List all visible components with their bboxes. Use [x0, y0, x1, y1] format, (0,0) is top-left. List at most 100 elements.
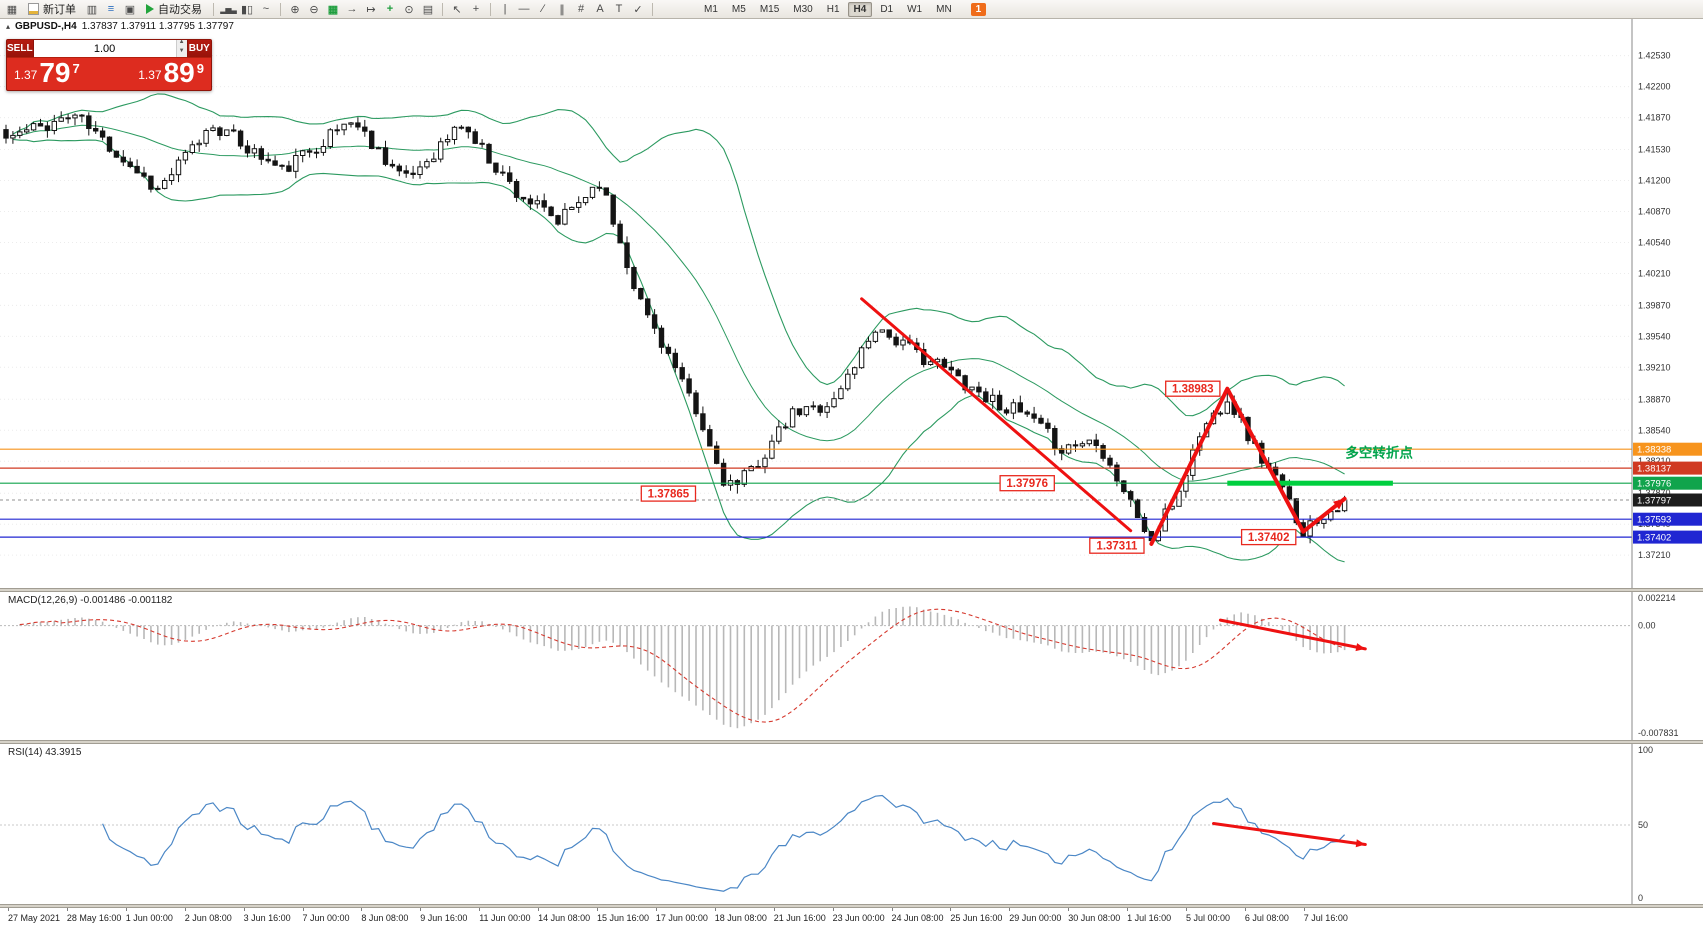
zoom-out-icon[interactable]: ⊖: [309, 3, 319, 16]
annotation-text[interactable]: 多空转折点: [1345, 444, 1413, 460]
sell-button[interactable]: SELL: [7, 40, 33, 57]
new-chart-icon[interactable]: ▦: [6, 3, 18, 16]
green-highlight-bar[interactable]: [1227, 480, 1393, 486]
bar-chart-type-icon[interactable]: ▂▅▃: [220, 4, 236, 14]
time-axis[interactable]: 27 May 2021 28 May 16:00 1 Jun 00:00 2 Jun …: [0, 908, 1703, 939]
new-order-button[interactable]: 新订单: [22, 1, 82, 17]
fibonacci-icon[interactable]: #: [577, 3, 585, 15]
svg-text:1.40870: 1.40870: [1638, 206, 1671, 216]
time-label: 15 Jun 16:00: [597, 913, 650, 923]
timeframe-H4[interactable]: H4: [847, 1, 873, 17]
cursor-icon[interactable]: ↖: [452, 3, 462, 16]
macd-signal-line: [19, 608, 1345, 723]
one-click-header: SELL ▲ ▼ BUY: [7, 39, 211, 58]
candlestick-type-icon[interactable]: ▮▯: [240, 3, 254, 16]
auto-trading-button[interactable]: 自动交易: [140, 1, 208, 17]
collapse-one-click-icon[interactable]: ▴: [6, 22, 11, 31]
templates-icon[interactable]: ▤: [422, 3, 434, 16]
svg-text:1.37976: 1.37976: [1006, 478, 1048, 490]
macd-header-label: MACD(12,26,9) -0.001486 -0.001182: [8, 595, 173, 606]
navigator-icon[interactable]: ▣: [124, 3, 136, 16]
volume-down-button[interactable]: ▼: [176, 48, 187, 57]
vertical-line-icon[interactable]: |: [503, 3, 507, 15]
time-label: 14 Jun 08:00: [538, 913, 591, 923]
timeframe-D1[interactable]: D1: [880, 3, 894, 15]
timeframe-M5[interactable]: M5: [731, 3, 746, 15]
price-tag-labels[interactable]: 1.37865 1.37976 1.38983 1.37311 1.37402: [640, 380, 1297, 554]
macd-arrow[interactable]: [1218, 618, 1367, 652]
svg-text:1.40210: 1.40210: [1638, 268, 1671, 278]
time-label: 7 Jul 16:00: [1303, 913, 1348, 923]
chart-symbol-header: ▴ GBPUSD-,H4 1.37837 1.37911 1.37795 1.3…: [6, 21, 234, 32]
buy-button[interactable]: BUY: [187, 40, 211, 57]
volume-up-button[interactable]: ▲: [176, 39, 187, 49]
svg-text:1.37402: 1.37402: [1248, 532, 1290, 544]
time-tick: [1186, 908, 1187, 911]
channel-icon[interactable]: ∥: [559, 3, 565, 16]
sell-price[interactable]: 1.37 79 7: [14, 59, 80, 87]
tile-windows-icon[interactable]: ▦: [327, 3, 339, 16]
time-tick: [184, 908, 186, 911]
rsi-arrow[interactable]: [1212, 822, 1367, 848]
new-order-label: 新订单: [43, 4, 76, 16]
line-chart-type-icon[interactable]: ~: [262, 3, 270, 15]
time-label: 24 Jun 08:00: [891, 913, 944, 923]
label-tool-icon[interactable]: T: [615, 3, 623, 15]
toolbar-separator: [652, 2, 653, 16]
market-watch-icon[interactable]: ≡: [107, 3, 115, 15]
timeframe-MN[interactable]: MN: [936, 3, 952, 15]
rsi-line: [102, 794, 1346, 892]
svg-text:1.39870: 1.39870: [1638, 300, 1671, 310]
buy-price[interactable]: 1.37 89 9: [138, 59, 204, 87]
indicators-icon[interactable]: +: [386, 3, 394, 15]
time-tick: [420, 908, 422, 911]
buy-price-pip: 9: [196, 61, 204, 76]
svg-text:1.37311: 1.37311: [1096, 541, 1138, 553]
time-label: 29 Jun 00:00: [1009, 913, 1062, 923]
volume-input[interactable]: [33, 40, 176, 57]
time-label: 17 Jun 00:00: [655, 913, 708, 923]
time-tick: [66, 908, 68, 911]
notification-badge[interactable]: 1: [970, 2, 987, 16]
play-icon: [146, 4, 154, 14]
time-tick: [243, 908, 245, 911]
macd-panel-canvas[interactable]: 0.002214 0.00 -0.007831: [0, 592, 1703, 740]
text-tool-icon[interactable]: A: [596, 3, 604, 15]
svg-text:1.42200: 1.42200: [1638, 82, 1671, 92]
main-toolbar: ▦ 新订单 ▥ ≡ ▣ 自动交易 ▂▅▃ ▮▯ ~ ⊕ ⊖ ▦ → ↦ + ⊙ …: [0, 0, 1703, 19]
sell-price-pip: 7: [72, 61, 80, 76]
chart-shift-icon[interactable]: ↦: [366, 3, 376, 16]
auto-scroll-icon[interactable]: →: [346, 3, 358, 15]
svg-text:1.37210: 1.37210: [1638, 550, 1671, 560]
panel-splitter[interactable]: [0, 904, 1703, 908]
timeframe-H1[interactable]: H1: [826, 3, 840, 15]
crosshair-icon[interactable]: +: [472, 3, 480, 15]
svg-text:0: 0: [1638, 893, 1643, 903]
trendline-icon[interactable]: ∕: [542, 3, 544, 15]
time-label: 1 Jun 00:00: [125, 913, 173, 923]
chart-window-icon[interactable]: ▥: [86, 3, 98, 16]
svg-text:1.41530: 1.41530: [1638, 145, 1671, 155]
trend-annotations[interactable]: [860, 297, 1347, 546]
price-axis[interactable]: 1.42530 1.42200 1.41870 1.41530 1.41200 1.408…: [1631, 19, 1702, 588]
timeframe-M30[interactable]: M30: [793, 3, 813, 15]
arrows-tool-icon[interactable]: ✓: [633, 3, 643, 16]
zoom-in-icon[interactable]: ⊕: [290, 3, 300, 16]
time-label: 27 May 2021: [8, 913, 61, 923]
timeframe-W1[interactable]: W1: [907, 3, 923, 15]
time-tick: [891, 908, 893, 911]
timeframe-M15[interactable]: M15: [759, 3, 780, 15]
svg-text:1.39210: 1.39210: [1638, 362, 1671, 372]
panel-splitter[interactable]: [0, 588, 1703, 592]
periods-icon[interactable]: ⊙: [404, 3, 414, 16]
svg-text:1.38137: 1.38137: [1637, 464, 1671, 475]
rsi-panel-canvas[interactable]: 100 50 0: [0, 744, 1703, 904]
timeframe-M1[interactable]: M1: [704, 3, 718, 15]
bb-upper: [12, 93, 1345, 417]
timeframe-toolbar: M1 M5 M15 M30 H1 H4 D1 W1 MN: [698, 1, 958, 17]
time-label: 18 Jun 08:00: [714, 913, 767, 923]
time-tick: [125, 908, 127, 911]
horizontal-line-icon[interactable]: —: [518, 3, 530, 15]
price-chart-canvas[interactable]: 1.37865 1.37976 1.38983 1.37311 1.37402 多空转折点…: [0, 19, 1703, 588]
panel-splitter[interactable]: [0, 740, 1703, 744]
